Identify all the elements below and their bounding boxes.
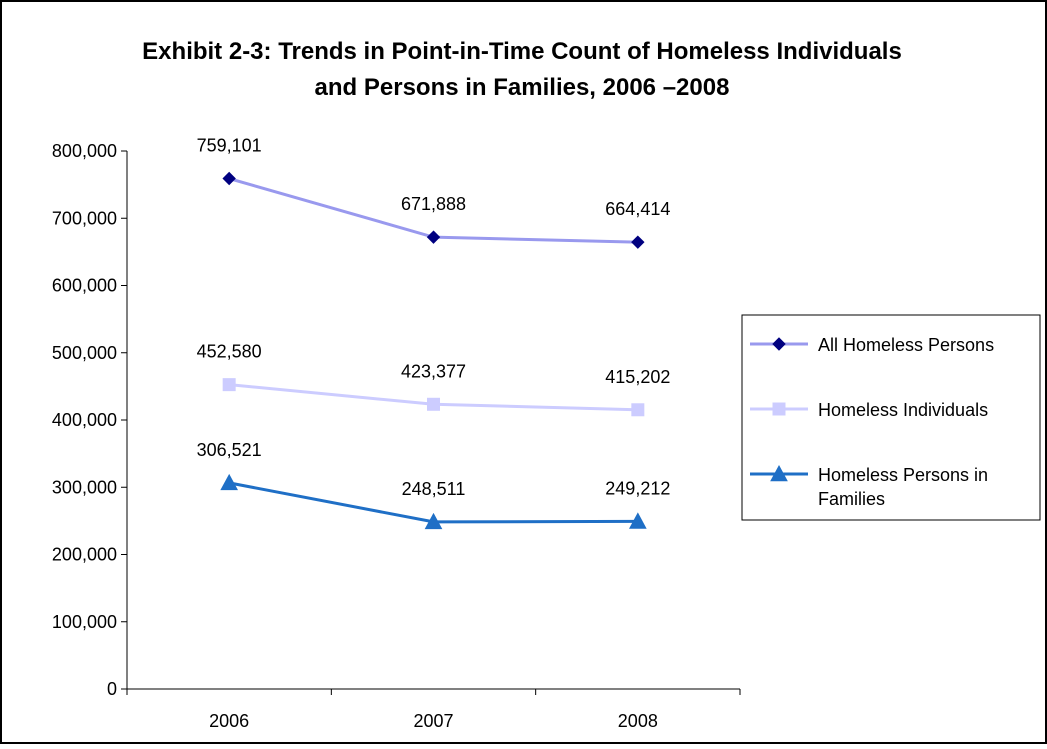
legend-box — [741, 314, 1041, 521]
data-point — [222, 171, 236, 186]
data-point — [424, 512, 443, 530]
data-point — [631, 403, 645, 417]
data-label: 306,521 — [197, 440, 262, 460]
y-tick-label: 400,000 — [52, 410, 117, 430]
y-tick-label: 800,000 — [52, 141, 117, 161]
chart-title-line-2: and Persons in Families, 2006 –2008 — [315, 74, 730, 101]
chart-title-line-1: Exhibit 2-3: Trends in Point-in-Time Cou… — [142, 38, 902, 65]
data-label: 248,511 — [402, 479, 466, 499]
data-point — [426, 230, 441, 244]
series-2: 452,580 423,377 415,202 — [197, 342, 670, 417]
y-tick-label: 600,000 — [52, 276, 117, 296]
legend-marker — [772, 337, 786, 351]
y-tick-label: 700,000 — [52, 208, 117, 228]
series-3: 306,521 248,511 249,212 — [197, 440, 670, 530]
data-point — [222, 378, 236, 392]
plot-area: 0 100,000 200,000 300,000 400,000 500,000 600,… — [52, 136, 741, 731]
data-label: 415,202 — [605, 367, 670, 387]
x-tick-label: 2008 — [618, 711, 658, 731]
data-point — [427, 397, 440, 411]
y-tick-label: 200,000 — [52, 545, 117, 565]
data-point — [628, 512, 647, 529]
y-tick-label: 0 — [107, 679, 117, 699]
data-label: 452,580 — [197, 342, 262, 362]
x-tick-label: 2007 — [413, 711, 453, 731]
legend-label: Families — [818, 489, 885, 509]
series-1: 759,101 671,888 664,414 — [197, 136, 670, 249]
data-label: 664,414 — [605, 199, 670, 219]
legend-label: Homeless Persons in — [818, 465, 988, 485]
x-tick-label: 2006 — [209, 711, 249, 731]
data-point — [631, 235, 645, 249]
data-label: 671,888 — [401, 194, 466, 214]
legend-marker — [772, 402, 786, 416]
legend-label: All Homeless Persons — [818, 335, 994, 355]
y-tick-label: 500,000 — [52, 343, 117, 363]
data-label: 249,212 — [605, 478, 670, 498]
legend-item-3: Homeless Persons in Families — [750, 464, 988, 509]
legend-item-1: All Homeless Persons — [750, 335, 994, 355]
legend-item-2: Homeless Individuals — [750, 400, 988, 420]
data-label: 423,377 — [401, 361, 466, 381]
legend-marker — [770, 464, 788, 482]
legend: All Homeless Persons Homeless Individuals… — [741, 314, 1041, 521]
data-point — [220, 473, 239, 491]
y-tick-label: 100,000 — [52, 612, 117, 632]
legend-label: Homeless Individuals — [818, 400, 988, 420]
y-tick-label: 300,000 — [52, 477, 117, 497]
data-label: 759,101 — [197, 136, 262, 156]
